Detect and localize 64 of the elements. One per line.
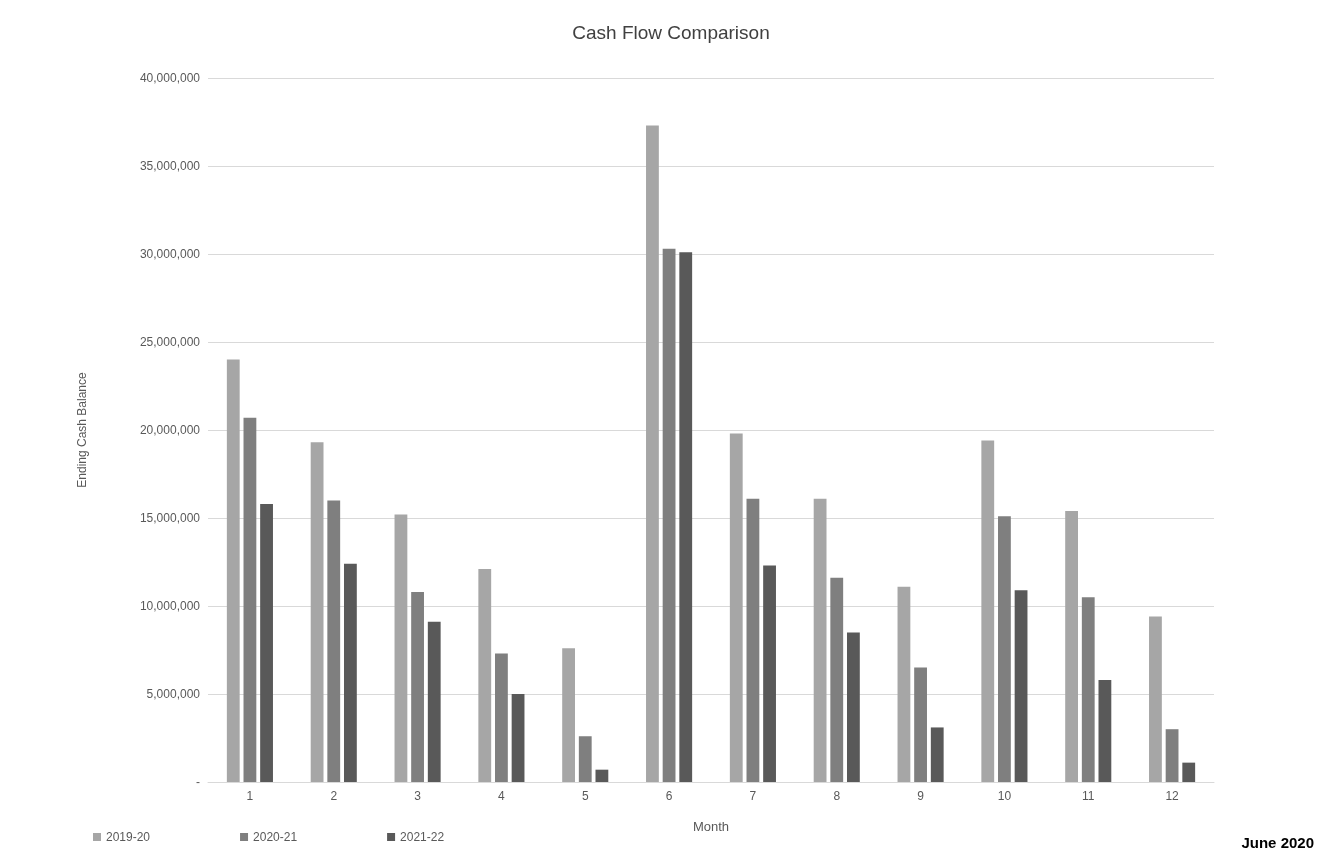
- x-axis-title: Month: [692, 819, 730, 834]
- x-tick-label: 9: [917, 789, 925, 803]
- legend-label: 2021-22: [400, 830, 445, 844]
- bar: [310, 442, 324, 782]
- bar: [327, 500, 341, 782]
- y-tick-label: 35,000,000: [139, 159, 201, 173]
- bar: [981, 440, 995, 782]
- y-tick-label: 25,000,000: [139, 335, 201, 349]
- bar: [411, 591, 424, 782]
- x-tick-label: 6: [665, 789, 673, 803]
- x-tick-label: 8: [833, 789, 841, 803]
- bar: [1065, 510, 1078, 782]
- x-tick-label: 3: [414, 789, 422, 803]
- bar: [1081, 597, 1095, 782]
- y-axis-title: Ending Cash Balance: [75, 371, 89, 488]
- x-tick-label: 2: [330, 789, 338, 803]
- chart-title: Cash Flow Comparison: [572, 22, 770, 43]
- bar: [394, 514, 408, 782]
- x-tick-label: 10: [997, 789, 1012, 803]
- bar: [260, 503, 273, 782]
- bar: [562, 648, 575, 782]
- bar: [930, 727, 944, 782]
- x-tick-label: 11: [1082, 789, 1095, 803]
- x-tick-label: 12: [1165, 789, 1180, 803]
- bar: [1098, 679, 1112, 782]
- y-tick-label: 15,000,000: [139, 511, 201, 525]
- bar: [763, 565, 776, 782]
- bar: [729, 433, 743, 782]
- bar: [578, 736, 592, 782]
- bar: [1149, 616, 1162, 782]
- y-tick-label: 40,000,000: [139, 71, 201, 85]
- bar: [897, 586, 911, 782]
- x-tick-label: 5: [581, 789, 589, 803]
- bar: [478, 569, 492, 782]
- y-tick-label: 20,000,000: [139, 423, 201, 437]
- legend-label: 2019-20: [106, 830, 151, 844]
- bar: [495, 653, 508, 782]
- bar: [830, 577, 844, 782]
- bar: [998, 516, 1011, 782]
- legend-label: 2020-21: [253, 830, 298, 844]
- y-tick-label: 10,000,000: [139, 599, 201, 613]
- bar: [662, 248, 676, 782]
- bar: [344, 563, 357, 782]
- bar: [595, 769, 609, 782]
- x-tick-label: 1: [246, 789, 254, 803]
- bar: [511, 694, 525, 782]
- x-tick-label: 7: [749, 789, 757, 803]
- bar: [914, 667, 927, 782]
- bar: [1014, 590, 1028, 782]
- bar: [427, 621, 441, 782]
- bar: [243, 417, 257, 782]
- y-tick-label: 5,000,000: [146, 687, 201, 701]
- bar: [226, 359, 240, 782]
- bar: [746, 498, 760, 782]
- bar: [1165, 729, 1179, 782]
- bar: [813, 498, 827, 782]
- bar: [847, 632, 860, 782]
- bar: [679, 252, 693, 782]
- bar: [646, 125, 659, 782]
- y-tick-label: -: [196, 775, 200, 789]
- x-tick-label: 4: [498, 789, 506, 803]
- y-tick-label: 30,000,000: [139, 247, 201, 261]
- bar: [1182, 762, 1196, 782]
- text: June 2020: [1241, 834, 1314, 851]
